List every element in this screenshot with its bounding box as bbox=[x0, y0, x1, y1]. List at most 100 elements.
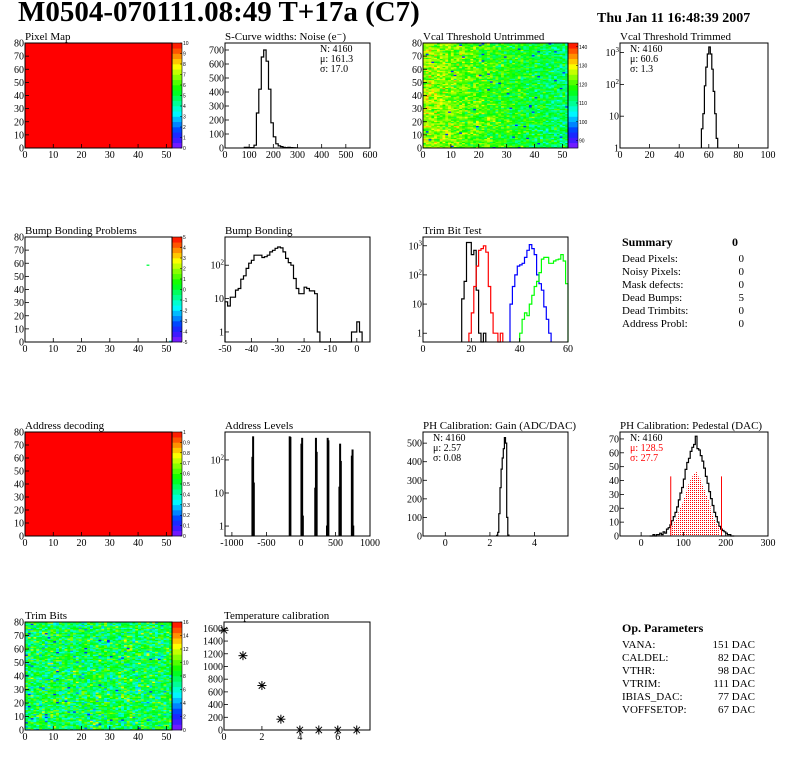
heatmap-cell bbox=[475, 44, 480, 46]
histogram-fill bbox=[649, 472, 735, 536]
heatmap-cell bbox=[542, 61, 546, 63]
heatmap-cell bbox=[559, 124, 563, 126]
heatmap-cell bbox=[559, 146, 563, 149]
heatmap-cell bbox=[487, 48, 491, 50]
heatmap-cell bbox=[467, 91, 471, 94]
heatmap-cell bbox=[562, 92, 566, 95]
heatmap-cell bbox=[537, 79, 541, 82]
heatmap-cell bbox=[439, 125, 443, 128]
heatmap-cell bbox=[27, 725, 31, 728]
heatmap-cell bbox=[25, 627, 29, 630]
heatmap-cell bbox=[25, 715, 29, 717]
heatmap-cell bbox=[464, 50, 468, 53]
heatmap-cell bbox=[554, 130, 558, 133]
palette-tick-label: 1 bbox=[183, 430, 186, 436]
heatmap-cell bbox=[531, 100, 535, 103]
heatmap-cell bbox=[448, 103, 452, 105]
heatmap-cell bbox=[540, 116, 544, 119]
heatmap-cell bbox=[531, 125, 535, 128]
heatmap-cell bbox=[36, 640, 40, 643]
heatmap-cell bbox=[464, 107, 468, 109]
heatmap-cell bbox=[551, 43, 555, 45]
heatmap-cell bbox=[528, 120, 533, 123]
heatmap-cell bbox=[548, 98, 552, 100]
heatmap-cell bbox=[27, 631, 31, 634]
heatmap-cell bbox=[484, 60, 488, 62]
heatmap-cell bbox=[481, 111, 485, 113]
heatmap-cell bbox=[478, 120, 482, 123]
heatmap-cell bbox=[515, 98, 519, 100]
heatmap-cell bbox=[442, 50, 446, 53]
heatmap-cell bbox=[448, 74, 452, 77]
heatmap-cell bbox=[509, 134, 513, 137]
heatmap-cell bbox=[523, 121, 527, 124]
heatmap-cell bbox=[517, 141, 521, 144]
heatmap-cell bbox=[503, 69, 507, 71]
heatmap-cell bbox=[537, 111, 541, 113]
heatmap-cell bbox=[456, 100, 460, 103]
heatmap-cell bbox=[431, 49, 435, 52]
palette-step bbox=[172, 289, 182, 296]
heatmap-cell bbox=[512, 57, 516, 60]
palette-step bbox=[172, 58, 182, 65]
heatmap-cell bbox=[473, 129, 477, 132]
heatmap-cell bbox=[470, 145, 474, 147]
y-tick-label: 10 bbox=[412, 300, 422, 311]
heatmap-cell bbox=[33, 721, 37, 724]
heatmap-cell bbox=[428, 119, 432, 121]
heatmap-cell bbox=[565, 116, 569, 119]
heatmap-cell bbox=[528, 73, 533, 75]
heatmap-cell bbox=[442, 82, 446, 84]
heatmap-cell bbox=[517, 87, 521, 90]
heatmap-cell bbox=[492, 127, 496, 129]
heatmap-cell bbox=[559, 77, 563, 79]
heatmap-cell bbox=[520, 92, 524, 95]
heatmap-cell bbox=[484, 132, 488, 134]
heatmap-cell bbox=[484, 74, 488, 77]
heatmap-cell bbox=[542, 102, 546, 104]
heatmap-cell bbox=[492, 87, 496, 90]
heatmap-cell bbox=[556, 133, 560, 136]
heatmap-cell bbox=[475, 62, 480, 65]
heatmap-cell bbox=[545, 106, 549, 108]
heatmap-cell bbox=[562, 62, 566, 65]
heatmap-cell bbox=[36, 666, 40, 669]
heatmap-cell bbox=[453, 92, 457, 95]
heatmap-cell bbox=[531, 96, 535, 99]
heatmap-cell bbox=[512, 46, 516, 49]
heatmap-cell bbox=[534, 127, 538, 129]
heatmap-cell bbox=[459, 134, 463, 137]
heatmap-cell bbox=[450, 61, 454, 63]
heatmap-cell bbox=[33, 643, 37, 646]
heatmap-cell bbox=[33, 711, 37, 713]
heatmap-cell bbox=[492, 71, 496, 74]
heatmap-cell bbox=[498, 43, 502, 45]
heatmap-cell bbox=[464, 57, 468, 60]
heatmap-cell bbox=[495, 78, 499, 81]
heatmap-cell bbox=[459, 65, 463, 67]
heatmap-cell bbox=[459, 96, 463, 99]
heatmap-cell bbox=[30, 701, 34, 704]
heatmap-cell bbox=[542, 54, 546, 57]
heatmap-cell bbox=[464, 53, 468, 56]
heatmap-cell bbox=[39, 693, 43, 696]
palette-tick-label: 0.5 bbox=[183, 482, 190, 488]
heatmap-cell bbox=[423, 45, 427, 48]
heatmap-cell bbox=[423, 60, 427, 62]
heatmap-cell bbox=[492, 77, 496, 79]
palette-step bbox=[172, 294, 182, 301]
heatmap-cell bbox=[481, 88, 485, 91]
heatmap-cell bbox=[473, 56, 477, 58]
heatmap-cell bbox=[551, 96, 555, 99]
heatmap-cell bbox=[464, 44, 468, 46]
heatmap-cell bbox=[562, 115, 566, 117]
heatmap-cell bbox=[428, 95, 432, 98]
heatmap-cell bbox=[481, 102, 485, 104]
palette-tick-label: 0 bbox=[183, 534, 186, 540]
heatmap-cell bbox=[554, 61, 558, 63]
heatmap-cell bbox=[495, 48, 499, 50]
heatmap-cell bbox=[33, 628, 37, 631]
heatmap-cell bbox=[498, 44, 502, 46]
heatmap-cell bbox=[503, 144, 507, 146]
heatmap-cell bbox=[467, 85, 471, 87]
